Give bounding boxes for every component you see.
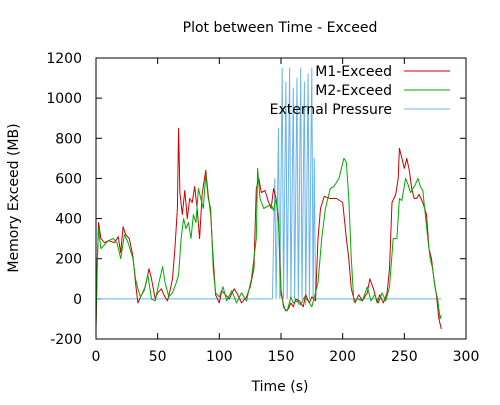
y-tick-label: 1200 [46,51,82,67]
plot-frame [95,57,467,340]
y-tick-label: 600 [55,171,82,187]
x-tick-label: 50 [149,349,167,365]
series-line [95,157,442,325]
y-tick-label: 400 [55,212,82,228]
y-axis-label: Memory Exceed (MB) [6,123,22,272]
x-tick-label: 200 [329,349,356,365]
x-tick-label: 150 [268,349,295,365]
legend-label: M2-Exceed [315,83,392,99]
x-tick-label: 100 [206,349,233,365]
y-tick-label: 0 [73,292,82,308]
x-tick-label: 300 [453,349,480,365]
x-tick-label: 250 [391,349,418,365]
legend-label: M1-Exceed [315,64,392,80]
chart-title: Plot between Time - Exceed [183,20,378,36]
y-tick-label: 800 [55,131,82,147]
x-axis-label: Time (s) [251,379,309,395]
series-lines [95,67,442,330]
y-tick-label: 200 [55,252,82,268]
axis-ticks: 0 50 100 150 200 250 300 -200 0 200 400 600 800 1000 1… [46,51,479,365]
series-line [95,67,442,306]
x-tick-label: 0 [92,349,101,365]
y-tick-label: 1000 [46,91,82,107]
y-tick-label: -200 [50,332,82,348]
legend-label: External Pressure [270,102,392,118]
legend: M1-Exceed M2-Exceed External Pressure [270,64,450,118]
